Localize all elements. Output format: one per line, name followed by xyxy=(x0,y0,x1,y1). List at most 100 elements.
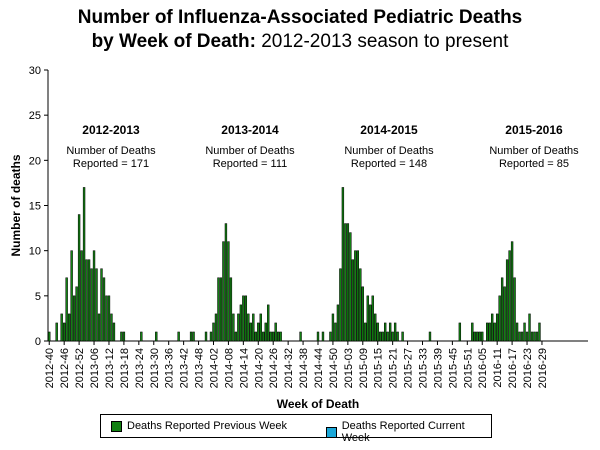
bar-previous-week xyxy=(97,313,101,342)
y-tick-label: 5 xyxy=(35,291,41,303)
legend-swatch-previous xyxy=(111,420,122,432)
bar-previous-week xyxy=(374,313,377,342)
bar-previous-week xyxy=(386,331,389,342)
bar-previous-week xyxy=(87,259,91,342)
x-tick-label: 2015-21 xyxy=(388,348,400,388)
x-tick-label: 2012-46 xyxy=(59,348,71,388)
bar-previous-week xyxy=(189,331,193,342)
bar-previous-week xyxy=(525,331,529,342)
bar-previous-week xyxy=(299,331,302,342)
x-tick-label: 2016-05 xyxy=(477,348,489,388)
bar-previous-week xyxy=(381,331,384,342)
season-deaths-label: Number of Deaths xyxy=(344,145,434,157)
bar-previous-week xyxy=(155,331,158,342)
season-name-label: 2012-2013 xyxy=(82,123,140,137)
season-deaths-label: Number of Deaths xyxy=(489,145,579,157)
season-deaths-total: Reported = 111 xyxy=(213,158,288,170)
bar-previous-week xyxy=(495,313,499,342)
x-tick-label: 2013-30 xyxy=(149,348,161,388)
bar-previous-week xyxy=(102,277,106,342)
bar-previous-week xyxy=(515,322,519,342)
title-line-2-bold: by Week of Death: xyxy=(91,31,256,52)
x-tick-label: 2015-27 xyxy=(403,348,415,388)
bar-previous-week xyxy=(80,250,83,342)
x-tick-label: 2014-14 xyxy=(238,348,250,388)
x-axis-label: Week of Death xyxy=(277,397,359,411)
x-tick-label: 2015-39 xyxy=(432,348,444,388)
bar-previous-week xyxy=(222,241,225,342)
x-tick-label: 2012-52 xyxy=(74,348,86,388)
bar-previous-week xyxy=(428,331,432,342)
x-tick-label: 2013-18 xyxy=(119,348,131,388)
bar-previous-week xyxy=(393,322,397,342)
bar-previous-week xyxy=(510,241,514,342)
legend-label-previous: Deaths Reported Previous Week xyxy=(127,420,287,432)
bar-previous-week xyxy=(359,268,362,342)
bar-previous-week xyxy=(140,331,143,342)
x-tick-label: 2015-09 xyxy=(358,348,370,388)
y-tick-label: 20 xyxy=(29,155,41,167)
bar-previous-week xyxy=(321,331,325,342)
bar-previous-week xyxy=(329,331,332,342)
bar-previous-week xyxy=(62,322,66,342)
season-deaths-total: Reported = 148 xyxy=(351,158,427,170)
bar-previous-week xyxy=(237,313,240,342)
x-tick-label: 2013-12 xyxy=(104,348,116,388)
season-deaths-total: Reported = 171 xyxy=(73,158,149,170)
x-tick-label: 2015-03 xyxy=(343,348,355,388)
season-deaths-label: Number of Deaths xyxy=(205,145,295,157)
x-tick-label: 2013-48 xyxy=(194,348,206,388)
y-axis-label: Number of deaths xyxy=(9,154,23,256)
bar-previous-week xyxy=(72,295,76,342)
bar-previous-week xyxy=(505,259,509,342)
y-tick-label: 25 xyxy=(29,110,41,122)
season-name-label: 2013-2014 xyxy=(221,123,279,137)
bar-previous-week xyxy=(209,331,213,342)
y-tick-label: 0 xyxy=(35,336,41,348)
season-deaths-total: Reported = 85 xyxy=(499,158,569,170)
bar-previous-week xyxy=(366,295,369,342)
bar-previous-week xyxy=(491,313,494,342)
bar-previous-week xyxy=(192,331,195,342)
bar-previous-week xyxy=(269,331,272,342)
x-tick-label: 2014-08 xyxy=(223,348,235,388)
bar-previous-week xyxy=(267,304,270,342)
bar-previous-week xyxy=(535,331,539,342)
bar-previous-week xyxy=(262,331,265,342)
bar-previous-week xyxy=(77,214,81,342)
x-tick-label: 2015-45 xyxy=(447,348,459,388)
bar-previous-week xyxy=(212,322,215,342)
x-tick-label: 2013-36 xyxy=(164,348,176,388)
legend-item-current: Deaths Reported Current Week xyxy=(326,420,491,444)
bar-previous-week xyxy=(257,322,260,342)
bar-previous-week xyxy=(349,232,352,342)
bar-previous-week xyxy=(242,295,245,342)
legend-label-current: Deaths Reported Current Week xyxy=(341,420,465,444)
bar-previous-week xyxy=(344,223,347,342)
title-line-2: by Week of Death: 2012-2013 season to pr… xyxy=(0,30,600,54)
chart-title: Number of Influenza-Associated Pediatric… xyxy=(0,6,600,54)
x-tick-label: 2013-24 xyxy=(134,348,146,388)
bar-previous-week xyxy=(224,223,228,342)
x-tick-label: 2014-20 xyxy=(253,348,265,388)
bar-previous-week xyxy=(100,268,103,342)
bar-previous-week xyxy=(401,331,404,342)
bar-previous-week xyxy=(120,331,123,342)
bar-previous-week xyxy=(264,322,267,342)
legend-swatch-current xyxy=(326,426,337,438)
x-tick-label: 2014-32 xyxy=(283,348,295,388)
bar-previous-week xyxy=(503,286,506,342)
x-tick-label: 2015-51 xyxy=(462,348,474,388)
x-tick-label: 2015-33 xyxy=(418,348,430,388)
bar-previous-week xyxy=(530,331,534,342)
season-deaths-label: Number of Deaths xyxy=(66,145,156,157)
bar-previous-week xyxy=(65,277,68,342)
bar-previous-week xyxy=(476,331,479,342)
bar-previous-week xyxy=(356,250,359,342)
bar-previous-week xyxy=(486,322,489,342)
bar-previous-week xyxy=(227,241,230,342)
bar-previous-week xyxy=(351,259,355,342)
bar-previous-week xyxy=(513,277,516,342)
bar-previous-week xyxy=(334,322,337,342)
bar-previous-week xyxy=(70,250,73,342)
